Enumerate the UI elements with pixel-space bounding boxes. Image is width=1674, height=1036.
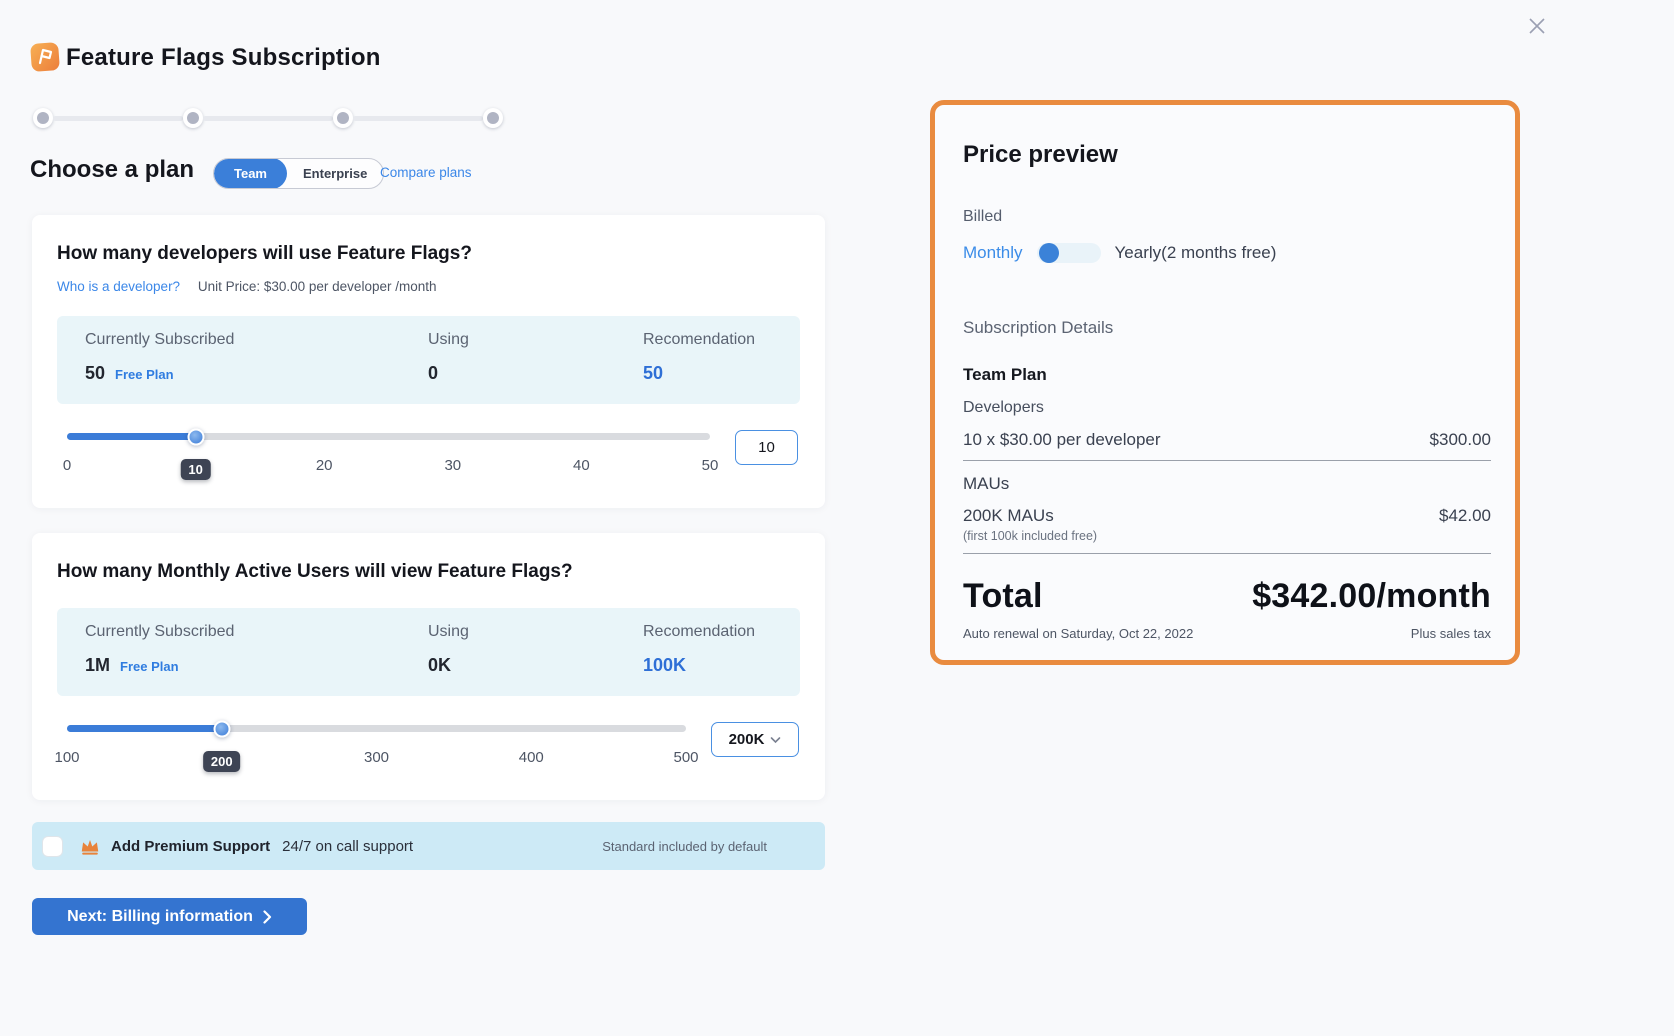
tick-label: 50: [701, 457, 719, 474]
developers-question: How many developers will use Feature Fla…: [57, 243, 472, 264]
total-label: Total: [963, 577, 1043, 615]
compare-plans-link[interactable]: Compare plans: [380, 165, 472, 180]
plan-type-toggle[interactable]: Team Enterprise: [213, 158, 385, 189]
page-title: Feature Flags Subscription: [66, 44, 381, 71]
column-header-current: Currently Subscribed: [85, 623, 235, 640]
slider-value-tooltip: 10: [180, 459, 211, 480]
tick-label: 40: [573, 457, 590, 474]
recommendation-value: 50: [643, 363, 664, 383]
divider: [963, 460, 1491, 461]
developers-slider-handle[interactable]: [187, 428, 205, 445]
column-header-current: Currently Subscribed: [85, 331, 235, 348]
billing-monthly-label[interactable]: Monthly: [963, 243, 1023, 262]
premium-support-note: Standard included by default: [602, 838, 767, 854]
auto-renewal-text: Auto renewal on Saturday, Oct 22, 2022: [963, 626, 1194, 641]
developers-label: Developers: [963, 399, 1044, 416]
developers-count-input[interactable]: [735, 430, 798, 465]
tick-label: 20: [315, 457, 333, 474]
choose-plan-heading: Choose a plan: [30, 156, 195, 183]
using-value: 0: [428, 363, 439, 383]
plan-name: Team Plan: [963, 365, 1047, 384]
step-dot: [483, 108, 503, 128]
tick-label: 500: [673, 749, 699, 766]
toggle-knob: [1038, 243, 1059, 263]
maus-free-note: (first 100k included free): [963, 529, 1098, 543]
developers-line: 10 x $30.00 per developer: [963, 430, 1161, 449]
slider-fill: [67, 725, 222, 732]
free-plan-badge: Free Plan: [115, 367, 174, 382]
slider-value-tooltip: 200: [202, 751, 241, 772]
maus-count-dropdown[interactable]: 200K: [711, 722, 799, 757]
maus-slider-ticks: 100 200 300 400 500: [54, 745, 699, 775]
billed-label: Billed: [963, 208, 1003, 225]
chevron-right-icon: [263, 909, 271, 924]
billing-period-toggle[interactable]: [1036, 243, 1101, 263]
step-dot: [333, 108, 353, 128]
step-connector: [53, 115, 183, 121]
developers-usage-table: Currently Subscribed 50 Free Plan Using 0…: [57, 316, 800, 404]
maus-question: How many Monthly Active Users will view …: [57, 561, 573, 582]
developers-card: How many developers will use Feature Fla…: [32, 215, 825, 508]
maus-usage-table: Currently Subscribed 1M Free Plan Using 0…: [57, 608, 800, 696]
maus-price: $42.00: [1439, 506, 1491, 525]
billing-yearly-label[interactable]: Yearly(2 months free): [1114, 243, 1277, 262]
step-connector: [203, 115, 333, 121]
maus-line: 200K MAUs: [963, 506, 1054, 525]
premium-support-subtitle: 24/7 on call support: [282, 837, 414, 855]
developers-slider[interactable]: [67, 428, 710, 445]
unit-price-text: Unit Price: $30.00 per developer /month: [197, 279, 437, 294]
step-connector: [353, 115, 483, 121]
maus-card: How many Monthly Active Users will view …: [32, 533, 825, 800]
maus-slider[interactable]: [67, 720, 686, 737]
app-logo-flag-icon: [30, 42, 60, 72]
tick-label: 300: [363, 749, 390, 766]
current-subscribed-value: 1M Free Plan: [85, 655, 179, 675]
tick-label: 30: [444, 457, 462, 474]
step-dot: [183, 108, 203, 128]
recommendation-value: 100K: [643, 655, 687, 675]
sales-tax-text: Plus sales tax: [1410, 626, 1491, 641]
close-icon[interactable]: [1522, 12, 1552, 42]
total-value: $342.00/month: [1252, 577, 1491, 615]
next-billing-button[interactable]: Next: Billing information: [32, 898, 307, 935]
tick-label: 100: [54, 749, 80, 766]
developers-slider-ticks: 0 10 20 30 40 50: [63, 453, 718, 483]
tick-label: 400: [518, 749, 544, 766]
premium-support-bar: Add Premium Support 24/7 on call support…: [32, 822, 825, 870]
using-value: 0K: [428, 655, 452, 675]
step-dot: [33, 108, 53, 128]
subscription-details-label: Subscription Details: [963, 318, 1114, 337]
maus-slider-handle[interactable]: [213, 720, 231, 737]
maus-label: MAUs: [963, 474, 1010, 493]
chevron-down-icon: [771, 736, 781, 743]
divider: [963, 553, 1491, 554]
slider-fill: [67, 433, 196, 440]
who-is-developer-link[interactable]: Who is a developer?: [57, 279, 181, 294]
current-subscribed-value: 50 Free Plan: [85, 363, 174, 383]
column-header-recommendation: Recomendation: [643, 331, 756, 348]
price-preview-title: Price preview: [963, 141, 1118, 168]
tick-label: 0: [62, 457, 72, 474]
free-plan-badge: Free Plan: [120, 659, 179, 674]
premium-support-title: Add Premium Support: [111, 837, 271, 855]
plan-toggle-team[interactable]: Team: [214, 159, 287, 188]
progress-stepper: [33, 108, 503, 128]
column-header-recommendation: Recomendation: [643, 623, 756, 640]
column-header-using: Using: [428, 331, 469, 348]
column-header-using: Using: [428, 623, 469, 640]
developers-price: $300.00: [1429, 430, 1491, 449]
plan-toggle-enterprise[interactable]: Enterprise: [303, 166, 368, 181]
crown-icon: [79, 835, 101, 857]
price-preview-panel: Price preview Billed Monthly Yearly(2 mo…: [930, 100, 1520, 665]
premium-support-checkbox[interactable]: [42, 835, 63, 857]
